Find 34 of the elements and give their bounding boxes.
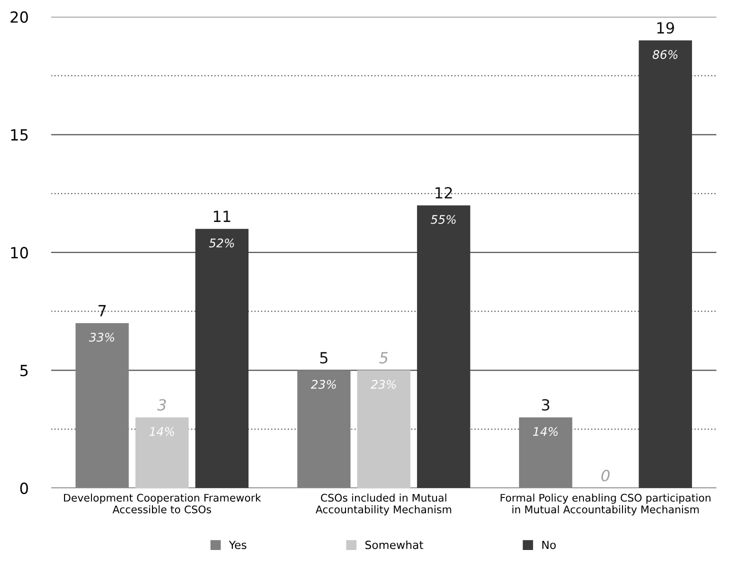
x-tick-label: Development Cooperation Framework Accessible to CSOs xyxy=(64,494,262,514)
y-tick-label: 20 xyxy=(10,11,28,23)
y-tick-label: 0 xyxy=(20,482,28,494)
annotation: 55% xyxy=(430,214,456,224)
data-label: 0 xyxy=(601,470,610,482)
x-tick-label: Formal Policy enabling CSO participation in Mutual Accountability Mechanism xyxy=(500,494,710,516)
data-label: 3 xyxy=(542,399,550,411)
y-tick-label: 5 xyxy=(20,364,28,376)
data-label: 5 xyxy=(379,352,388,364)
annotation: 14% xyxy=(533,427,558,436)
legend-label: No xyxy=(542,540,556,550)
annotation: 23% xyxy=(310,380,336,389)
data-label: 7 xyxy=(98,305,106,316)
annotation: 33% xyxy=(89,332,114,342)
bar xyxy=(297,370,351,488)
bar xyxy=(195,228,249,488)
annotation: 52% xyxy=(209,238,234,248)
data-label: 3 xyxy=(157,399,166,411)
data-label: 11 xyxy=(214,210,230,222)
bar xyxy=(76,323,129,488)
legend-label: Somewhat xyxy=(365,540,424,550)
y-tick-label: 10 xyxy=(11,246,28,258)
bar xyxy=(357,370,410,488)
annotation: 86% xyxy=(652,50,678,59)
y-tick-label: 15 xyxy=(11,129,28,141)
bar xyxy=(135,417,189,488)
bar xyxy=(638,40,692,488)
data-label: 19 xyxy=(657,22,674,34)
data-label: 12 xyxy=(436,187,452,198)
bar xyxy=(417,205,470,488)
bar xyxy=(519,417,572,488)
legend-label: Yes xyxy=(228,540,246,550)
x-tick-label: CSOs included in Mutual Accountability Mechanism xyxy=(316,494,452,516)
data-label: 5 xyxy=(320,352,328,364)
